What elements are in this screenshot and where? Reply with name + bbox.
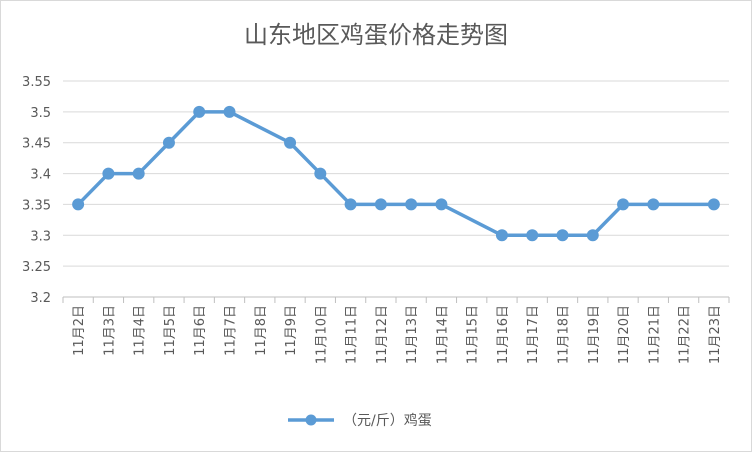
x-tick-label: 11月16日 xyxy=(496,305,511,364)
data-point xyxy=(314,167,327,180)
data-point xyxy=(284,136,297,149)
y-tick-labels: 3.2 3.25 3.3 3.35 3.4 3.45 3.5 3.55 xyxy=(22,75,51,306)
x-axis xyxy=(62,296,730,303)
gridlines xyxy=(63,80,729,298)
x-tick-label: 11月18日 xyxy=(557,305,572,364)
data-point xyxy=(405,198,418,211)
data-point xyxy=(526,229,539,242)
data-point xyxy=(193,105,206,118)
y-tick-label: 3.5 xyxy=(30,106,51,121)
x-tick-label: 11月5日 xyxy=(163,305,178,356)
data-point xyxy=(556,229,569,242)
data-point xyxy=(435,198,448,211)
data-point xyxy=(647,198,660,211)
y-tick-label: 3.45 xyxy=(22,137,51,152)
data-point xyxy=(707,198,720,211)
data-point xyxy=(344,198,357,211)
y-tick-label: 3.25 xyxy=(22,260,51,275)
x-tick-label: 11月14日 xyxy=(435,305,450,364)
x-tick-label: 11月8日 xyxy=(254,305,269,356)
chart-title: 山东地区鸡蛋价格走势图 xyxy=(244,21,508,49)
x-tick-label: 11月10日 xyxy=(314,305,329,364)
x-tick-label: 11月11日 xyxy=(345,305,360,364)
x-tick-label: 11月20日 xyxy=(617,305,632,364)
x-tick-label: 11月13日 xyxy=(405,305,420,364)
x-tick-label: 11月21日 xyxy=(647,305,662,364)
data-point xyxy=(223,105,236,118)
x-tick-labels: 11月2日 11月3日 11月4日 11月5日 11月6日 11月7日 11月8日 11月9日… xyxy=(72,305,723,364)
data-point xyxy=(72,198,85,211)
x-tick-label: 11月3日 xyxy=(102,305,117,356)
legend: （元/斤）鸡蛋 xyxy=(288,412,432,429)
x-tick-label: 11月6日 xyxy=(193,305,208,356)
x-tick-label: 11月17日 xyxy=(526,305,541,364)
y-tick-label: 3.2 xyxy=(30,291,51,306)
x-tick-label: 11月22日 xyxy=(678,305,693,364)
y-tick-label: 3.35 xyxy=(22,198,51,213)
x-tick-label: 11月4日 xyxy=(133,305,148,356)
y-tick-label: 3.3 xyxy=(30,229,51,244)
data-point xyxy=(495,229,508,242)
x-tick-label: 11月19日 xyxy=(587,305,602,364)
y-tick-label: 3.55 xyxy=(22,75,51,90)
y-tick-label: 3.4 xyxy=(30,168,51,183)
legend-swatch-marker xyxy=(305,414,317,426)
x-tick-label: 11月7日 xyxy=(224,305,239,356)
x-tick-label: 11月2日 xyxy=(72,305,87,356)
data-point xyxy=(586,229,599,242)
data-point xyxy=(102,167,115,180)
data-point xyxy=(617,198,630,211)
legend-label: （元/斤）鸡蛋 xyxy=(343,412,432,429)
data-point xyxy=(374,198,387,211)
x-tick-label: 11月9日 xyxy=(284,305,299,356)
x-tick-label: 11月12日 xyxy=(375,305,390,364)
series-group xyxy=(72,105,720,242)
x-tick-label: 11月23日 xyxy=(708,305,723,364)
data-point xyxy=(162,136,175,149)
x-tick-label: 11月15日 xyxy=(466,305,481,364)
data-point xyxy=(132,167,145,180)
